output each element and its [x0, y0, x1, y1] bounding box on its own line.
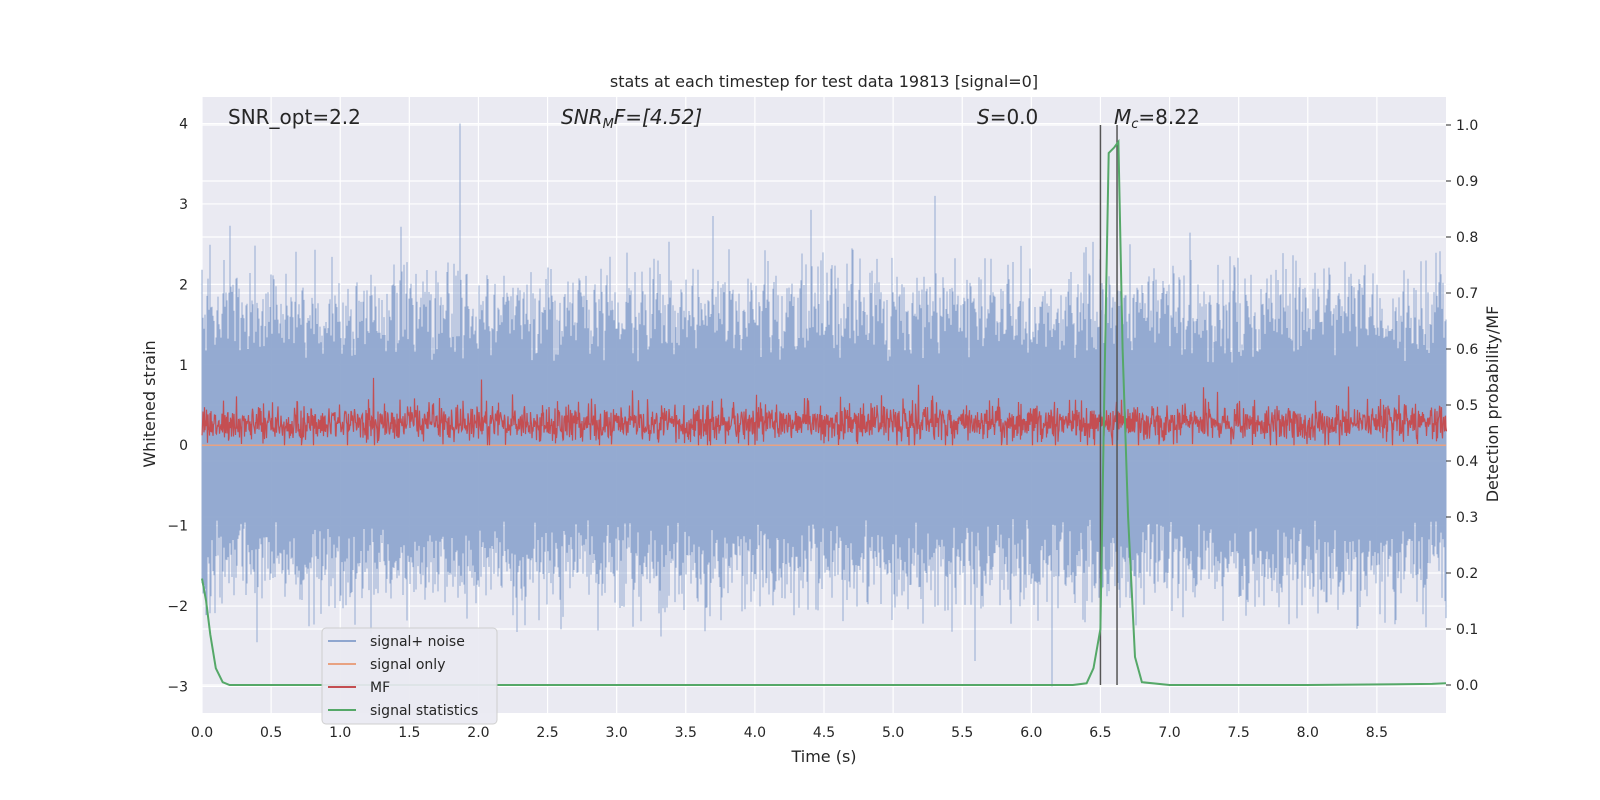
y-left-tick-label: 0	[179, 438, 188, 454]
annotation-mc-value: =8.22	[1138, 105, 1199, 129]
series-signal-statistics	[201, 138, 1447, 686]
x-tick-label: 4.0	[744, 725, 766, 741]
x-tick-label: 3.5	[675, 725, 697, 741]
annotation-mc-sub: c	[1131, 117, 1138, 132]
legend-label: signal only	[370, 657, 445, 673]
y-left-tick-label: 1	[179, 358, 188, 374]
y-right-tick-label: 0.8	[1456, 230, 1478, 246]
legend-label: signal statistics	[370, 703, 478, 719]
x-tick-label: 2.5	[536, 725, 558, 741]
chart-title: stats at each timestep for test data 198…	[610, 72, 1038, 91]
x-tick-label: 8.5	[1366, 725, 1388, 741]
y-left-axis-ticks: −3 −2 −1 0 1 2 3 4	[167, 117, 188, 696]
annotation-snr-opt: SNR_opt=2.2	[228, 105, 361, 129]
y-left-tick-label: 4	[179, 117, 188, 133]
x-axis-label: Time (s)	[790, 747, 856, 766]
y-right-axis-label: Detection probability/MF	[1483, 306, 1502, 503]
x-tick-label: 0.5	[260, 725, 282, 741]
x-axis-ticks: 0.0 0.5 1.0 1.5 2.0 2.5 3.0 3.5 4.0 4.5 5.0 5.5 6.0 6…	[191, 725, 1388, 741]
x-tick-label: 6.0	[1020, 725, 1042, 741]
annotation-mc: Mc=8.22	[1114, 105, 1200, 132]
y-right-tick-label: 1.0	[1456, 118, 1478, 134]
annotation-s: S=0.0	[977, 105, 1038, 129]
x-tick-label: 7.5	[1228, 725, 1250, 741]
y-right-tick-label: 0.3	[1456, 510, 1478, 526]
y-left-tick-label: −2	[167, 599, 188, 615]
x-tick-label: 1.5	[398, 725, 420, 741]
mf-trace	[201, 377, 1448, 446]
y-left-tick-label: −3	[167, 679, 188, 695]
x-tick-label: 8.0	[1297, 725, 1319, 741]
y-right-tick-label: 0.7	[1456, 286, 1478, 302]
series-mf	[201, 377, 1448, 446]
annotation-s-value: =0.0	[990, 105, 1039, 129]
legend-label: signal+ noise	[370, 634, 465, 650]
annotation-snr-mf-sub: M	[603, 117, 614, 132]
x-tick-label: 5.5	[951, 725, 973, 741]
y-right-tick-label: 0.5	[1456, 398, 1478, 414]
x-tick-label: 4.5	[813, 725, 835, 741]
x-tick-label: 1.0	[329, 725, 351, 741]
x-tick-label: 2.0	[467, 725, 489, 741]
legend-label: MF	[370, 680, 390, 696]
y-right-tick-label: 0.0	[1456, 678, 1478, 694]
y-left-axis-label: Whitened strain	[140, 340, 159, 467]
x-tick-label: 6.5	[1089, 725, 1111, 741]
legend: signal+ noise signal only MF signal statist…	[321, 627, 498, 725]
y-right-tick-label: 0.4	[1456, 454, 1478, 470]
annotation-mc-label: M	[1114, 105, 1131, 129]
annotation-snr-mf-tail: F=[4.52]	[614, 105, 702, 129]
y-right-tick-label: 0.2	[1456, 566, 1478, 582]
signal-statistics-line	[201, 138, 1447, 686]
y-right-tick-label: 0.1	[1456, 622, 1478, 638]
x-tick-label: 7.0	[1158, 725, 1180, 741]
y-right-tick-label: 0.9	[1456, 174, 1478, 190]
legend-box	[321, 627, 498, 725]
annotation-snr-mf-base: SNR	[561, 105, 603, 129]
y-right-tick-label: 0.6	[1456, 342, 1478, 358]
x-tick-label: 5.0	[882, 725, 904, 741]
y-left-tick-label: 2	[179, 277, 188, 293]
y-right-axis-ticks: 0.0 0.1 0.2 0.3 0.4 0.5 0.6 0.7 0.8 0.9 1.0	[1446, 118, 1478, 694]
annotation-snr-mf: SNRMF=[4.52]	[561, 105, 702, 132]
annotation-s-label: S	[977, 105, 990, 129]
x-tick-label: 3.0	[606, 725, 628, 741]
y-left-tick-label: 3	[179, 197, 188, 213]
y-left-tick-label: −1	[167, 519, 188, 535]
x-tick-label: 0.0	[191, 725, 213, 741]
